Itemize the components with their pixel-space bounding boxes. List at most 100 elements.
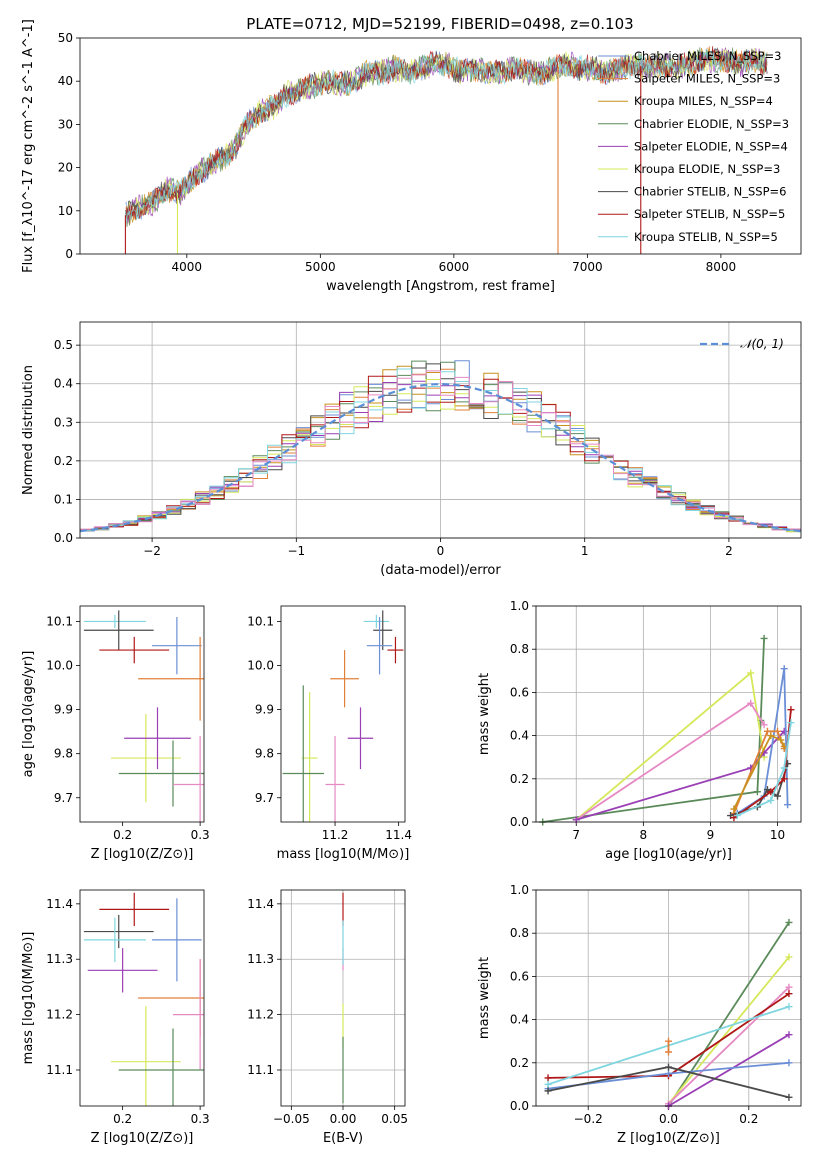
x-tick-label: 0.2	[113, 1112, 132, 1126]
plot-area	[83, 610, 204, 822]
weight-point	[767, 796, 775, 804]
weight-point	[787, 719, 795, 727]
y-tick-label: 0.0	[54, 531, 73, 545]
x-tick-label: 11.4	[385, 828, 412, 842]
x-axis-label: Z [log10(Z/Z⊙)]	[91, 1131, 194, 1146]
y-tick-label: 9.7	[54, 791, 73, 805]
y-tick-label: 20	[58, 161, 73, 175]
legend-label: Salpeter STELIB, N_SSP=5	[634, 207, 785, 221]
weight-point	[544, 1087, 552, 1095]
y-tick-label: 9.9	[255, 703, 274, 717]
plot-area	[79, 360, 802, 533]
y-tick-label: 9.8	[54, 747, 73, 761]
y-tick-label: 0.6	[510, 685, 529, 699]
legend-label: Chabrier ELODIE, N_SSP=3	[634, 117, 789, 131]
x-tick-label: 8000	[706, 260, 737, 274]
weight-point	[767, 788, 775, 796]
y-tick-label: 9.8	[255, 747, 274, 761]
x-tick-label: 6000	[439, 260, 470, 274]
y-tick-label: 10.1	[46, 614, 73, 628]
weight-point	[780, 764, 788, 772]
y-tick-label: 9.7	[255, 791, 274, 805]
y-tick-label: 11.3	[46, 952, 73, 966]
weight-line	[733, 734, 786, 810]
plot-area	[83, 892, 204, 1106]
y-tick-label: 11.1	[247, 1063, 274, 1077]
y-tick-label: 10	[58, 204, 73, 218]
x-tick-label: 7000	[572, 260, 603, 274]
y-tick-label: 0.6	[510, 969, 529, 983]
weight-point	[774, 727, 782, 735]
y-axis-label: Normed distribution	[21, 365, 36, 495]
weight-point	[760, 721, 768, 729]
y-tick-label: 0.1	[54, 492, 73, 506]
x-axis-label: (data-model)/error	[380, 563, 501, 578]
weight-point	[787, 706, 795, 714]
weight-point	[747, 699, 755, 707]
x-tick-label: 10	[770, 828, 785, 842]
y-tick-label: 0	[65, 247, 73, 261]
weight-point	[544, 1074, 552, 1082]
x-tick-label: −1	[287, 544, 305, 558]
spectrum-legend: Chabrier MILES, N_SSP=3 Salpeter MILES, N…	[598, 49, 789, 244]
x-axis-label: E(B-V)	[323, 1131, 363, 1146]
weight-line	[542, 638, 765, 823]
weight-point	[753, 788, 761, 796]
x-axis-label: mass [log10(M/M⊙)]	[277, 847, 410, 862]
spectrum-line	[125, 48, 768, 221]
y-tick-label: 0.4	[510, 729, 529, 743]
y-tick-label: 50	[58, 31, 73, 45]
weight-point	[774, 792, 782, 800]
weight-line	[667, 956, 790, 1105]
weight-point	[785, 983, 793, 991]
legend-label: Kroupa MILES, N_SSP=4	[634, 94, 773, 108]
weight-vs-age-panel: 7 8 9 10 0.0 0.2 0.4 0.6 0.8 1.0 age [log10(age/yr…	[477, 599, 802, 862]
weight-point	[777, 736, 785, 744]
x-tick-label: 1	[581, 544, 589, 558]
x-tick-label: 2	[725, 544, 733, 558]
weight-point	[665, 1037, 672, 1045]
x-tick-label: 8	[640, 828, 648, 842]
x-tick-label: 0.3	[191, 1112, 210, 1126]
x-axis-label: Z [log10(Z/Z⊙)]	[617, 1131, 720, 1146]
legend-label: 𝒩(0, 1)	[740, 337, 784, 351]
y-tick-label: 0.8	[510, 642, 529, 656]
residual-histogram-panel: −2 −1 0 1 2 0.0 0.1 0.2 0.3 0.4 0.5 (data-model)/er…	[21, 321, 802, 578]
axes-frame	[535, 889, 802, 1107]
weight-point	[785, 1031, 793, 1039]
x-axis-label: age [log10(age/yr)]	[605, 847, 732, 862]
y-tick-label: 11.4	[46, 897, 73, 911]
axes-frame	[79, 605, 205, 823]
weight-point	[730, 805, 738, 813]
y-tick-label: 30	[58, 117, 73, 131]
plot-area	[282, 610, 404, 822]
weight-point	[785, 1093, 793, 1101]
plot-area	[124, 46, 768, 254]
y-tick-label: 11.1	[46, 1063, 73, 1077]
y-tick-label: 11.2	[247, 1008, 274, 1022]
weight-point	[785, 1059, 793, 1067]
y-axis-label: mass [log10(M/M⊙)]	[21, 932, 36, 1065]
weight-line	[736, 668, 789, 815]
x-tick-label: 0.00	[330, 1112, 357, 1126]
age-vs-mass-panel: 11.2 11.4 9.7 9.8 9.9 10.0 10.1 mass [log10(M/M…	[247, 605, 412, 862]
y-tick-label: 0.4	[510, 1013, 529, 1027]
x-tick-label: 4000	[172, 260, 203, 274]
axes-frame	[280, 605, 406, 823]
weight-vs-metallicity-panel: −0.2 0.0 0.2 0.0 0.2 0.4 0.6 0.8 1.0 Z [log10(Z/Z…	[477, 883, 802, 1146]
x-tick-label: 0.2	[739, 1112, 758, 1126]
y-tick-label: 11.3	[247, 952, 274, 966]
weight-line	[667, 921, 790, 1107]
y-tick-label: 9.9	[54, 703, 73, 717]
mass-vs-metallicity-panel: 0.2 0.3 11.1 11.2 11.3 11.4 Z [log10(Z/Z⊙)] mas…	[21, 889, 210, 1146]
weight-line	[575, 701, 765, 821]
x-tick-label: 0.2	[113, 828, 132, 842]
weight-point	[785, 953, 793, 961]
y-tick-label: 10.0	[46, 659, 73, 673]
spectrum-panel: 4000 5000 6000 7000 8000 0 10 20 30 40 50 wavelengt…	[21, 19, 802, 294]
weight-point	[784, 801, 792, 809]
x-tick-label: 5000	[305, 260, 336, 274]
y-tick-label: 1.0	[510, 883, 529, 897]
y-axis-label: mass weight	[477, 957, 492, 1039]
axes-frame	[79, 889, 205, 1107]
